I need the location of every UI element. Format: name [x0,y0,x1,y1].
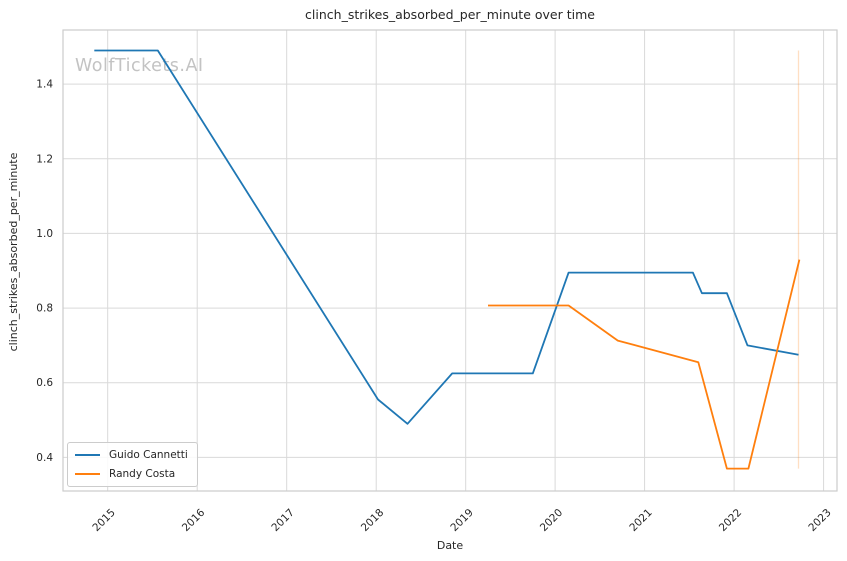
chart-title: clinch_strikes_absorbed_per_minute over … [305,7,595,22]
x-tick-label: 2016 [180,506,208,534]
y-tick-label: 1.4 [36,79,53,91]
x-tick-label: 2020 [538,507,565,534]
gridlines [63,30,837,491]
legend: Guido Cannetti Randy Costa [67,442,198,487]
x-tick-label: 2022 [717,507,744,534]
x-axis-label: Date [437,539,464,552]
legend-item-label: Guido Cannetti [109,449,188,461]
y-tick-label: 0.6 [36,377,53,389]
legend-item-guido-cannetti: Guido Cannetti [75,448,188,462]
y-tick-label: 1.2 [36,153,53,165]
series-lines [94,49,801,470]
y-axis-label: clinch_strikes_absorbed_per_minute [7,152,20,351]
legend-line-sample-icon [75,473,100,475]
x-tick-label: 2023 [806,507,833,534]
y-tick-labels: 0.4 0.6 0.8 1.0 1.2 1.4 [36,79,53,464]
x-tick-labels: 2015 2016 2017 2018 2019 2020 2021 2022 2023 [90,506,833,534]
x-tick-label: 2017 [269,507,296,534]
legend-item-label: Randy Costa [109,468,176,480]
x-tick-label: 2018 [359,507,386,534]
plot-border [62,29,838,492]
series-line-randy-costa [488,259,801,470]
x-tick-label: 2019 [448,507,475,534]
legend-item-randy-costa: Randy Costa [75,467,188,481]
x-tick-label: 2021 [627,507,654,534]
y-tick-label: 1.0 [36,228,53,240]
x-tick-label: 2015 [90,507,117,534]
y-tick-label: 0.4 [36,452,53,464]
y-tick-label: 0.8 [36,303,53,315]
legend-line-sample-icon [75,454,100,456]
series-line-guido-cannetti [94,49,799,425]
watermark: WolfTickets.AI [75,56,204,76]
